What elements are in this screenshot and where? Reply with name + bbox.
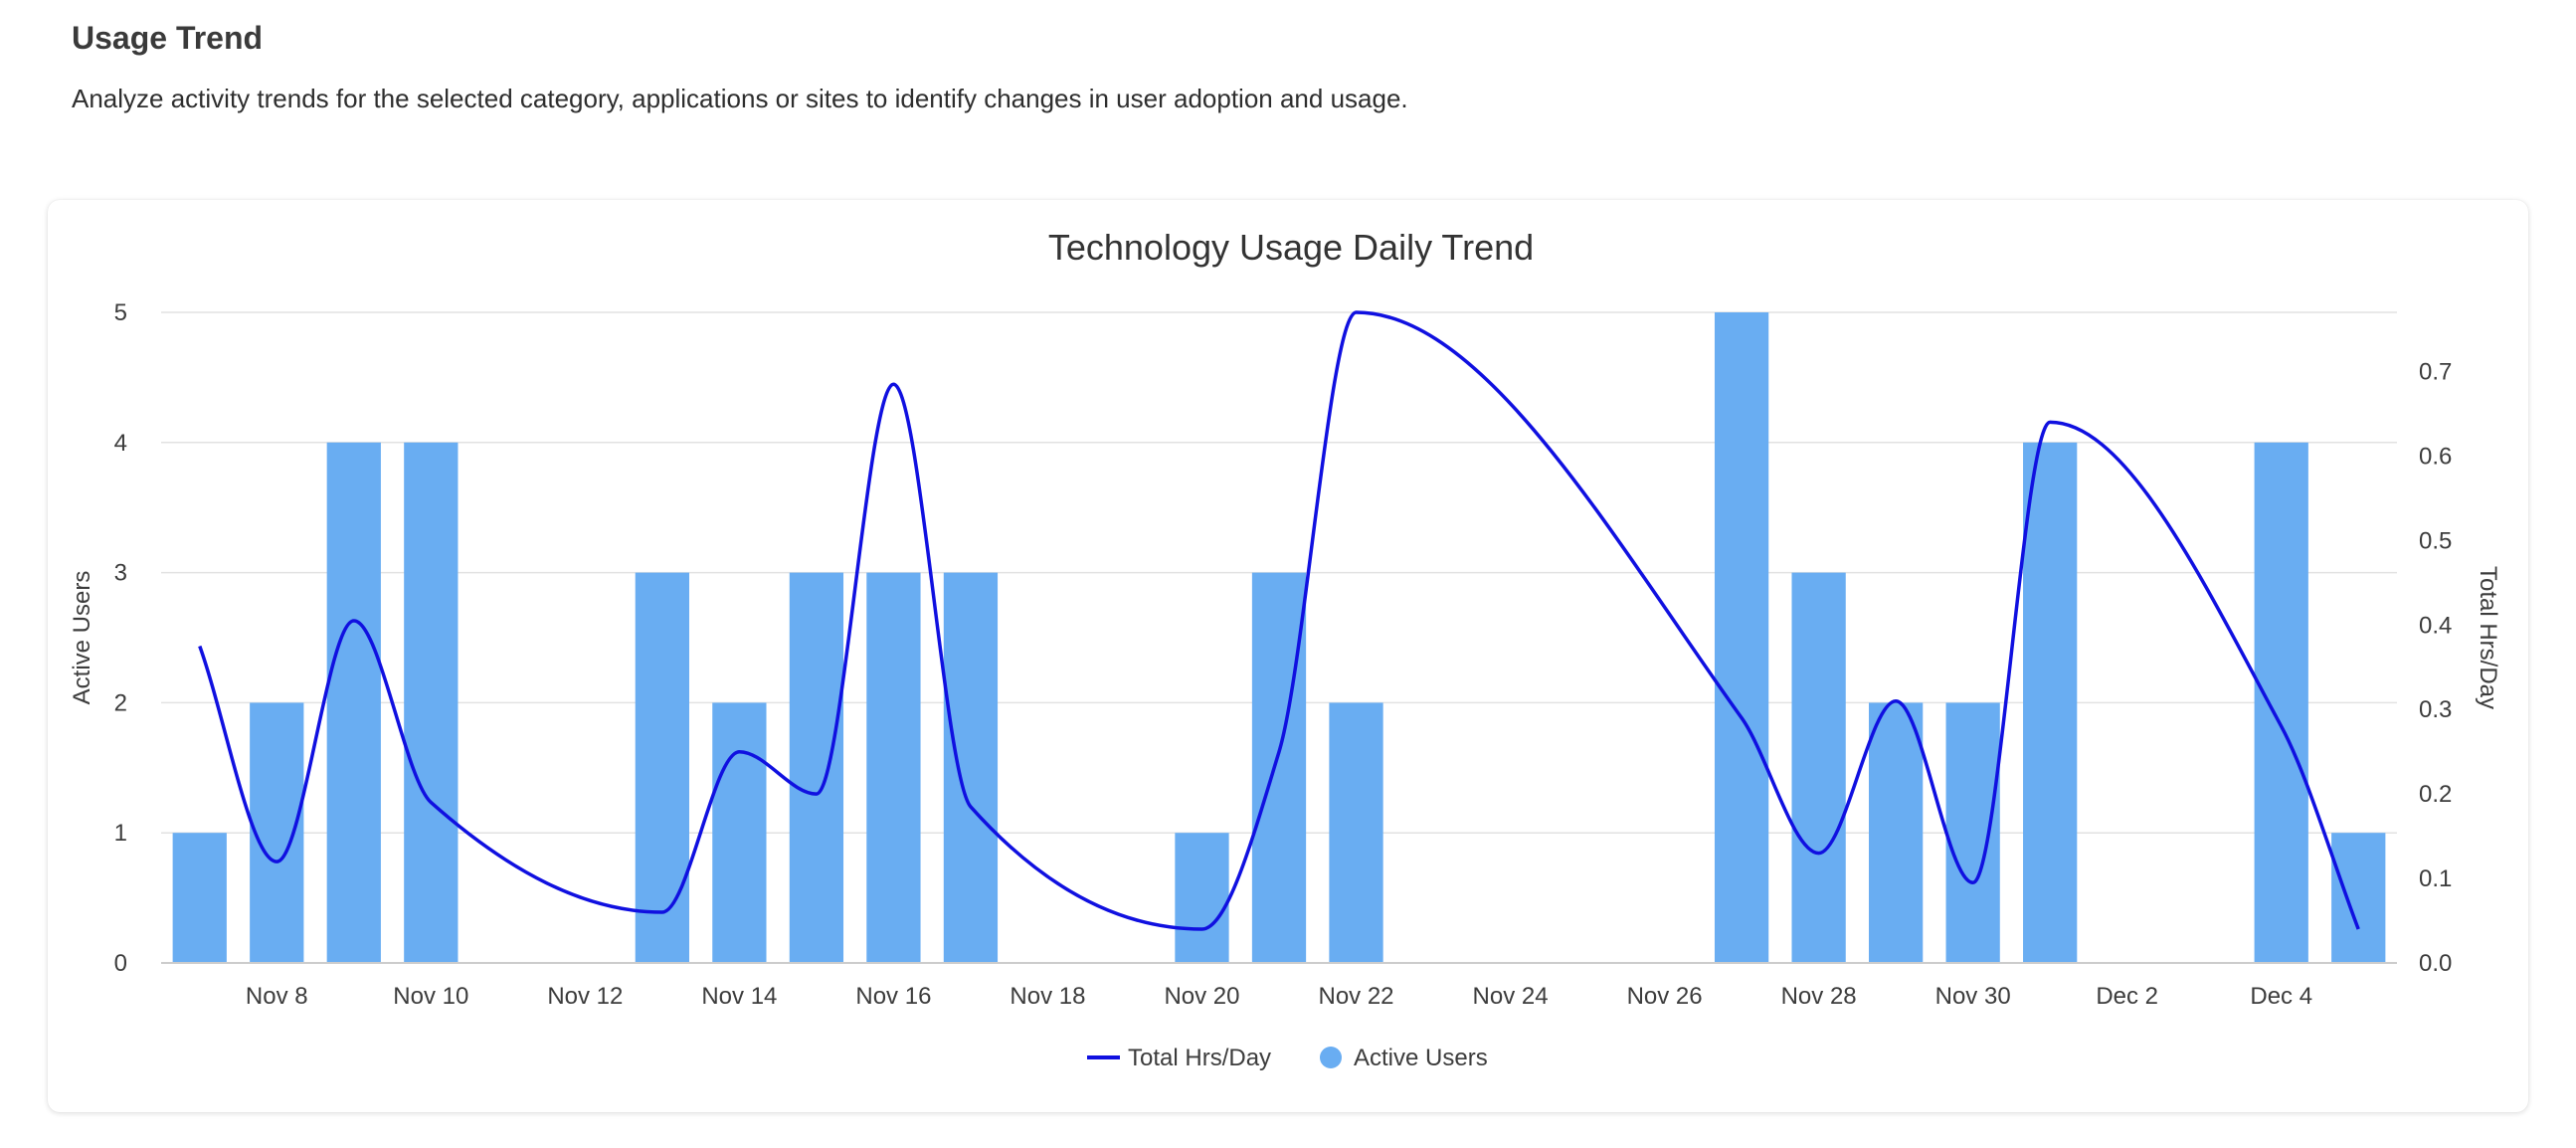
line-total-hrs-per-day — [198, 310, 2360, 931]
legend: Total Hrs/Day Active Users — [1087, 1045, 1488, 1071]
bar-nov-22 — [1329, 702, 1383, 963]
axes: 0 1 2 3 4 5 0.0 0.1 0.2 0.3 0.4 0.5 0.6 0.7 Nov 8 Nov 1… — [114, 299, 2453, 1010]
x-tick-label: Dec 2 — [2096, 983, 2158, 1010]
section-description: Analyze activity trends for the selected… — [72, 84, 1408, 113]
y-right-tick-label: 0.7 — [2419, 358, 2452, 385]
chart-title: Technology Usage Daily Trend — [1048, 227, 1534, 268]
x-tick-label: Nov 10 — [393, 983, 468, 1010]
x-tick-label: Nov 20 — [1164, 983, 1239, 1010]
legend-label-active-users[interactable]: Active Users — [1354, 1045, 1488, 1071]
bar-nov-27 — [1714, 312, 1769, 963]
y-right-tick-label: 0.4 — [2419, 612, 2452, 639]
bar-nov-10 — [404, 442, 459, 963]
bar-dec-4 — [2254, 442, 2308, 963]
bar-nov-21 — [1251, 572, 1307, 963]
y-right-tick-label: 0.5 — [2419, 527, 2452, 554]
y-right-tick-label: 0.0 — [2419, 950, 2452, 977]
bar-nov-16 — [866, 572, 921, 963]
bar-nov-14 — [712, 702, 767, 963]
x-tick-label: Nov 28 — [1781, 983, 1857, 1010]
y-left-tick-label: 3 — [114, 560, 127, 587]
x-tick-label: Nov 16 — [855, 983, 931, 1010]
x-tick-label: Nov 18 — [1010, 983, 1085, 1010]
section-title: Usage Trend — [72, 20, 264, 56]
y-right-tick-label: 0.1 — [2419, 865, 2452, 892]
bar-nov-29 — [1869, 702, 1924, 963]
x-tick-label: Nov 24 — [1473, 983, 1549, 1010]
bar-nov-17 — [943, 572, 999, 963]
y-left-tick-label: 0 — [114, 950, 127, 977]
bar-nov-7 — [172, 833, 227, 963]
line-series — [198, 310, 2360, 931]
bar-nov-8 — [250, 702, 304, 963]
y-left-tick-label: 1 — [114, 820, 127, 847]
y-right-tick-label: 0.3 — [2419, 696, 2452, 723]
legend-label-total-hrs[interactable]: Total Hrs/Day — [1128, 1045, 1271, 1071]
y-left-tick-label: 2 — [114, 689, 127, 716]
legend-swatch-active-users[interactable] — [1320, 1047, 1342, 1068]
bars — [172, 312, 2386, 963]
chart-card: Technology Usage Daily Trend 0 1 2 3 4 5 0.0 0.… — [48, 200, 2528, 1112]
x-tick-label: Dec 4 — [2250, 983, 2312, 1010]
bar-dec-5 — [2331, 833, 2386, 963]
y-axis-right-label: Total Hrs/Day — [2475, 566, 2501, 709]
usage-trend-chart: Technology Usage Daily Trend 0 1 2 3 4 5 0.0 0.… — [69, 227, 2501, 1071]
y-axis-left-label: Active Users — [69, 571, 95, 705]
bar-nov-30 — [1945, 702, 2000, 963]
x-tick-label: Nov 8 — [246, 983, 308, 1010]
y-right-tick-label: 0.2 — [2419, 781, 2452, 808]
bar-nov-28 — [1791, 572, 1846, 963]
y-left-tick-label: 5 — [114, 299, 127, 326]
x-tick-label: Nov 14 — [701, 983, 777, 1010]
bar-nov-15 — [789, 572, 844, 963]
y-right-tick-label: 0.6 — [2419, 443, 2452, 470]
x-tick-label: Nov 12 — [547, 983, 623, 1010]
y-left-tick-label: 4 — [114, 430, 127, 457]
x-tick-label: Nov 22 — [1318, 983, 1393, 1010]
bar-nov-13 — [635, 572, 689, 963]
x-tick-label: Nov 26 — [1627, 983, 1703, 1010]
bar-nov-9 — [326, 442, 381, 963]
bar-dec-1 — [2023, 442, 2078, 963]
x-tick-label: Nov 30 — [1935, 983, 2011, 1010]
bar-nov-20 — [1175, 833, 1229, 963]
